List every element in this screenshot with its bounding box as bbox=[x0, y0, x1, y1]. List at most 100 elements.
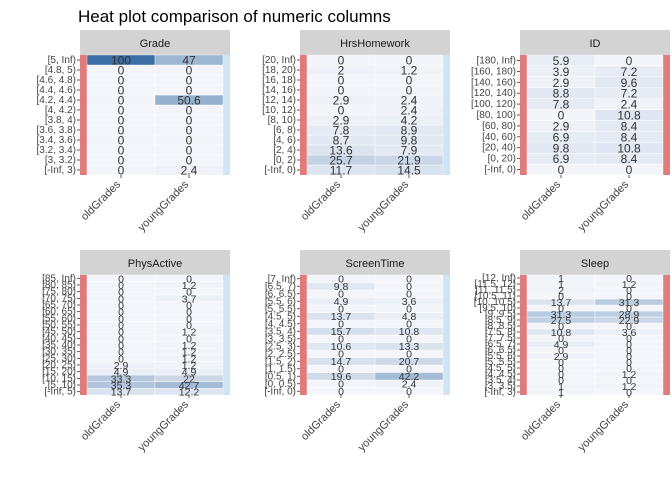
cell-value-label: 1 bbox=[558, 279, 564, 291]
y-tick-label: [55, 60) bbox=[42, 313, 76, 324]
cell-value-label: 0 bbox=[186, 300, 192, 312]
cell-value-label: 2.9 bbox=[114, 360, 129, 372]
cell-value-label: 0 bbox=[186, 320, 192, 332]
panel-grade: Grade[-Inf, 3) 0 2.4[3, 3.2) 0 0[3.2, 3.4) 0 0… bbox=[37, 30, 230, 234]
y-tick-label: [65, 70) bbox=[42, 300, 76, 311]
cell-value-label: 1.2 bbox=[182, 327, 197, 339]
y-tick-label: [80, 85) bbox=[42, 280, 76, 291]
cell-value-label: 0 bbox=[406, 349, 412, 361]
y-tick-label: [3, 3.5) bbox=[485, 381, 516, 392]
x-tick-label: oldGrades bbox=[519, 398, 564, 443]
y-tick-label: [7.5, 8) bbox=[485, 327, 516, 338]
cell-value-label: 4.9 bbox=[554, 339, 569, 351]
cell-value-label: 0 bbox=[338, 274, 344, 286]
y-tick-label: [-Inf, 0) bbox=[264, 386, 296, 397]
cell-value-label: 0 bbox=[186, 114, 193, 128]
cell-value-label: 0 bbox=[406, 364, 412, 376]
cell-value-label: 0 bbox=[118, 307, 124, 319]
cell-value-label: 0 bbox=[338, 379, 344, 391]
cell-value-label: 9.6 bbox=[621, 76, 638, 90]
y-tick-label: [6.5, 7) bbox=[265, 281, 296, 292]
cell-value-label: 0 bbox=[186, 144, 193, 158]
y-tick-label: [1, 1.5) bbox=[265, 364, 296, 375]
y-tick-label: [10.5, 11) bbox=[474, 291, 516, 302]
y-tick-label: [25, 30) bbox=[42, 353, 76, 364]
cell-value-label: 0 bbox=[406, 84, 413, 98]
y-tick-label: [-Inf, 3) bbox=[44, 165, 76, 176]
cell-value-label: 0 bbox=[626, 303, 632, 315]
cell-value-label: 4.8 bbox=[402, 311, 417, 323]
panel-physactive: PhysActive [-Inf, 5) 13.7 12.2 [5, 10) 35.3 42… bbox=[42, 250, 230, 454]
x-tick-label: youngGrades bbox=[356, 398, 412, 454]
cell-value-label: 35.3 bbox=[111, 380, 132, 392]
cell-value-label: 0 bbox=[626, 163, 633, 177]
y-tick-label: [180, Inf) bbox=[477, 55, 516, 66]
cell-value-label: 7.2 bbox=[621, 87, 638, 101]
cell-value-label: 1.2 bbox=[622, 369, 637, 381]
y-tick-label: [4.6, 4.8) bbox=[37, 75, 76, 86]
cell-value-label: 4.2 bbox=[401, 114, 418, 128]
cell-value-label: 1.2 bbox=[622, 381, 637, 393]
cell-value-label: 0 bbox=[338, 54, 345, 68]
cell-value-label: 0 bbox=[186, 74, 193, 88]
y-tick-label: [4, 4.5) bbox=[485, 369, 516, 380]
y-tick-label: [-Inf, 0) bbox=[484, 165, 516, 176]
right-marginal-bar bbox=[663, 275, 670, 395]
y-tick-label: [4, 6) bbox=[273, 135, 296, 146]
panel-strip-label: ScreenTime bbox=[346, 258, 405, 270]
cell-value-label: 0 bbox=[626, 54, 633, 68]
y-tick-label: [70, 75) bbox=[42, 293, 76, 304]
cell-value-label: 0 bbox=[186, 307, 192, 319]
cell-value-label: 12.2 bbox=[179, 387, 200, 399]
y-tick-label: [2, 4) bbox=[273, 145, 296, 156]
cell-value-label: 50.6 bbox=[177, 94, 201, 108]
cell-value-label: 9.8 bbox=[553, 141, 570, 155]
cell-value-label: 3.6 bbox=[622, 327, 637, 339]
cell-value-label: 2.4 bbox=[401, 104, 418, 118]
y-tick-label: [4, 4.2) bbox=[45, 105, 76, 116]
cell-value-label: 0 bbox=[118, 287, 124, 299]
y-tick-label: [7, 7.5) bbox=[485, 333, 516, 344]
cell-value-label: 0 bbox=[186, 104, 193, 118]
y-tick-label: [10, 15) bbox=[42, 373, 76, 384]
y-tick-label: [4.4, 4.6) bbox=[37, 85, 76, 96]
cell-value-label: 42.7 bbox=[179, 380, 200, 392]
y-tick-label: [60, 80) bbox=[482, 121, 516, 132]
x-tick-label: oldGrades bbox=[79, 178, 124, 223]
cell-value-label: 1.2 bbox=[182, 340, 197, 352]
cell-value-label: 13.6 bbox=[329, 144, 353, 158]
cell-value-label: 0 bbox=[338, 84, 345, 98]
panel-sleep: Sleep[-Inf, 3) 1 0[3, 3.5) 1 1.2[3.5, 4) 0 0[4… bbox=[474, 250, 670, 454]
cell-value-label: 13.7 bbox=[331, 311, 352, 323]
cell-value-label: 22.9 bbox=[619, 315, 640, 327]
cell-value-label: 0 bbox=[626, 375, 632, 387]
cell-value-label: 0 bbox=[406, 54, 413, 68]
cell-value-label: 0 bbox=[338, 364, 344, 376]
y-tick-label: [3.4, 3.6) bbox=[37, 135, 76, 146]
cell-value-label: 7.9 bbox=[401, 144, 418, 158]
cell-value-label: 2.4 bbox=[621, 98, 638, 112]
cell-value-label: 0 bbox=[186, 287, 192, 299]
panel-strip bbox=[520, 250, 670, 275]
y-tick-label: [9.5, 10) bbox=[479, 303, 516, 314]
x-tick-label: youngGrades bbox=[576, 178, 632, 234]
cell-value-label: 10.6 bbox=[331, 341, 352, 353]
panel-hrshomework: HrsHomework[-Inf, 0) 11.7 14.5[0, 2) 25.7 21… bbox=[262, 30, 450, 234]
y-tick-label: [5, 5.5) bbox=[265, 304, 296, 315]
y-tick-label: [3.8, 4) bbox=[45, 115, 76, 126]
cell-value-label: 0 bbox=[118, 94, 125, 108]
panel-strip-label: Grade bbox=[140, 38, 171, 50]
cell-value-label: 2.4 bbox=[401, 94, 418, 108]
cell-value-label: 0 bbox=[118, 124, 125, 138]
x-tick-label: youngGrades bbox=[136, 178, 192, 234]
y-tick-label: [8.5, 9) bbox=[485, 315, 516, 326]
y-tick-label: [16, 18) bbox=[262, 75, 296, 86]
cell-value-label: 14.5 bbox=[397, 164, 421, 178]
cell-value-label: 0 bbox=[338, 334, 344, 346]
cell-value-label: 8.4 bbox=[621, 119, 638, 133]
cell-value-label: 2.4 bbox=[181, 164, 198, 178]
cell-value-label: 0 bbox=[626, 273, 632, 285]
cell-value-label: 8.4 bbox=[621, 130, 638, 144]
